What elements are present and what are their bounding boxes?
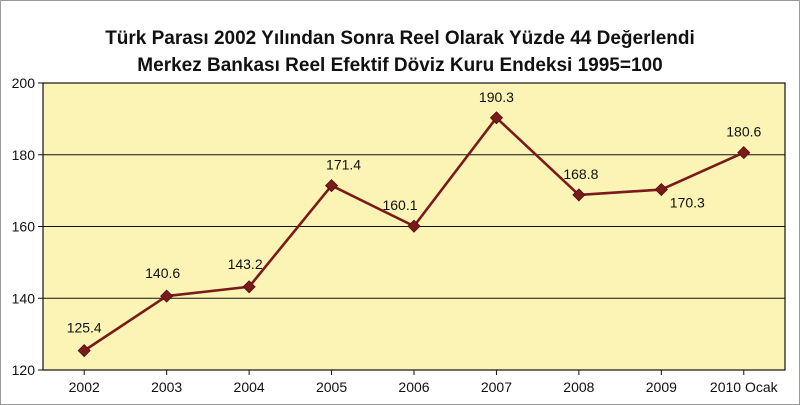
series-layer [77,111,751,358]
data-point-2010-ocak [737,146,751,160]
xtick-label-5: 2007 [481,379,512,395]
chart-subtitle: Merkez Bankası Reel Efektif Döviz Kuru E… [137,55,662,76]
data-point-2004 [242,280,256,294]
data-label-2003: 140.6 [145,265,180,281]
chart-title: Türk Parası 2002 Yılından Sonra Reel Ola… [105,28,695,49]
ytick-label-140: 140 [12,290,36,306]
data-label-2004: 143.2 [228,256,263,272]
data-point-2008 [572,188,586,202]
y-axis-ticks: 120 140 160 180 200 [12,75,43,378]
ytick-label-180: 180 [12,147,36,163]
data-point-2002 [77,344,91,358]
x-axis-ticks: 2002 2003 2004 2005 2006 2007 2008 2009 2010 Oca… [69,370,779,395]
xtick-label-2: 2004 [234,379,265,395]
data-label-2009: 170.3 [670,195,705,211]
data-label-2010-ocak: 180.6 [726,124,761,140]
data-point-2007 [489,111,504,125]
data-point-2006 [407,219,421,233]
data-label-2006: 160.1 [382,197,417,213]
data-label-2005: 171.4 [326,157,361,173]
data-label-2007: 190.3 [479,89,514,105]
xtick-label-7: 2009 [646,379,677,395]
xtick-label-0: 2002 [69,379,100,395]
data-point-2005 [324,179,339,193]
data-label-2008: 168.8 [563,166,598,182]
xtick-label-3: 2005 [316,379,347,395]
data-labels: 125.4 140.6 143.2 171.4 160.1 190.3 168.8 170.3… [67,89,762,336]
data-label-2002: 125.4 [67,320,102,336]
ytick-label-120: 120 [12,362,36,378]
xtick-label-8: 2010 Ocak [710,379,779,395]
xtick-label-6: 2008 [563,379,594,395]
data-point-2009 [654,182,668,197]
xtick-label-1: 2003 [151,379,182,395]
ytick-label-160: 160 [12,219,36,235]
xtick-label-4: 2006 [398,379,429,395]
ytick-label-200: 200 [12,75,36,91]
data-point-2003 [160,289,174,303]
